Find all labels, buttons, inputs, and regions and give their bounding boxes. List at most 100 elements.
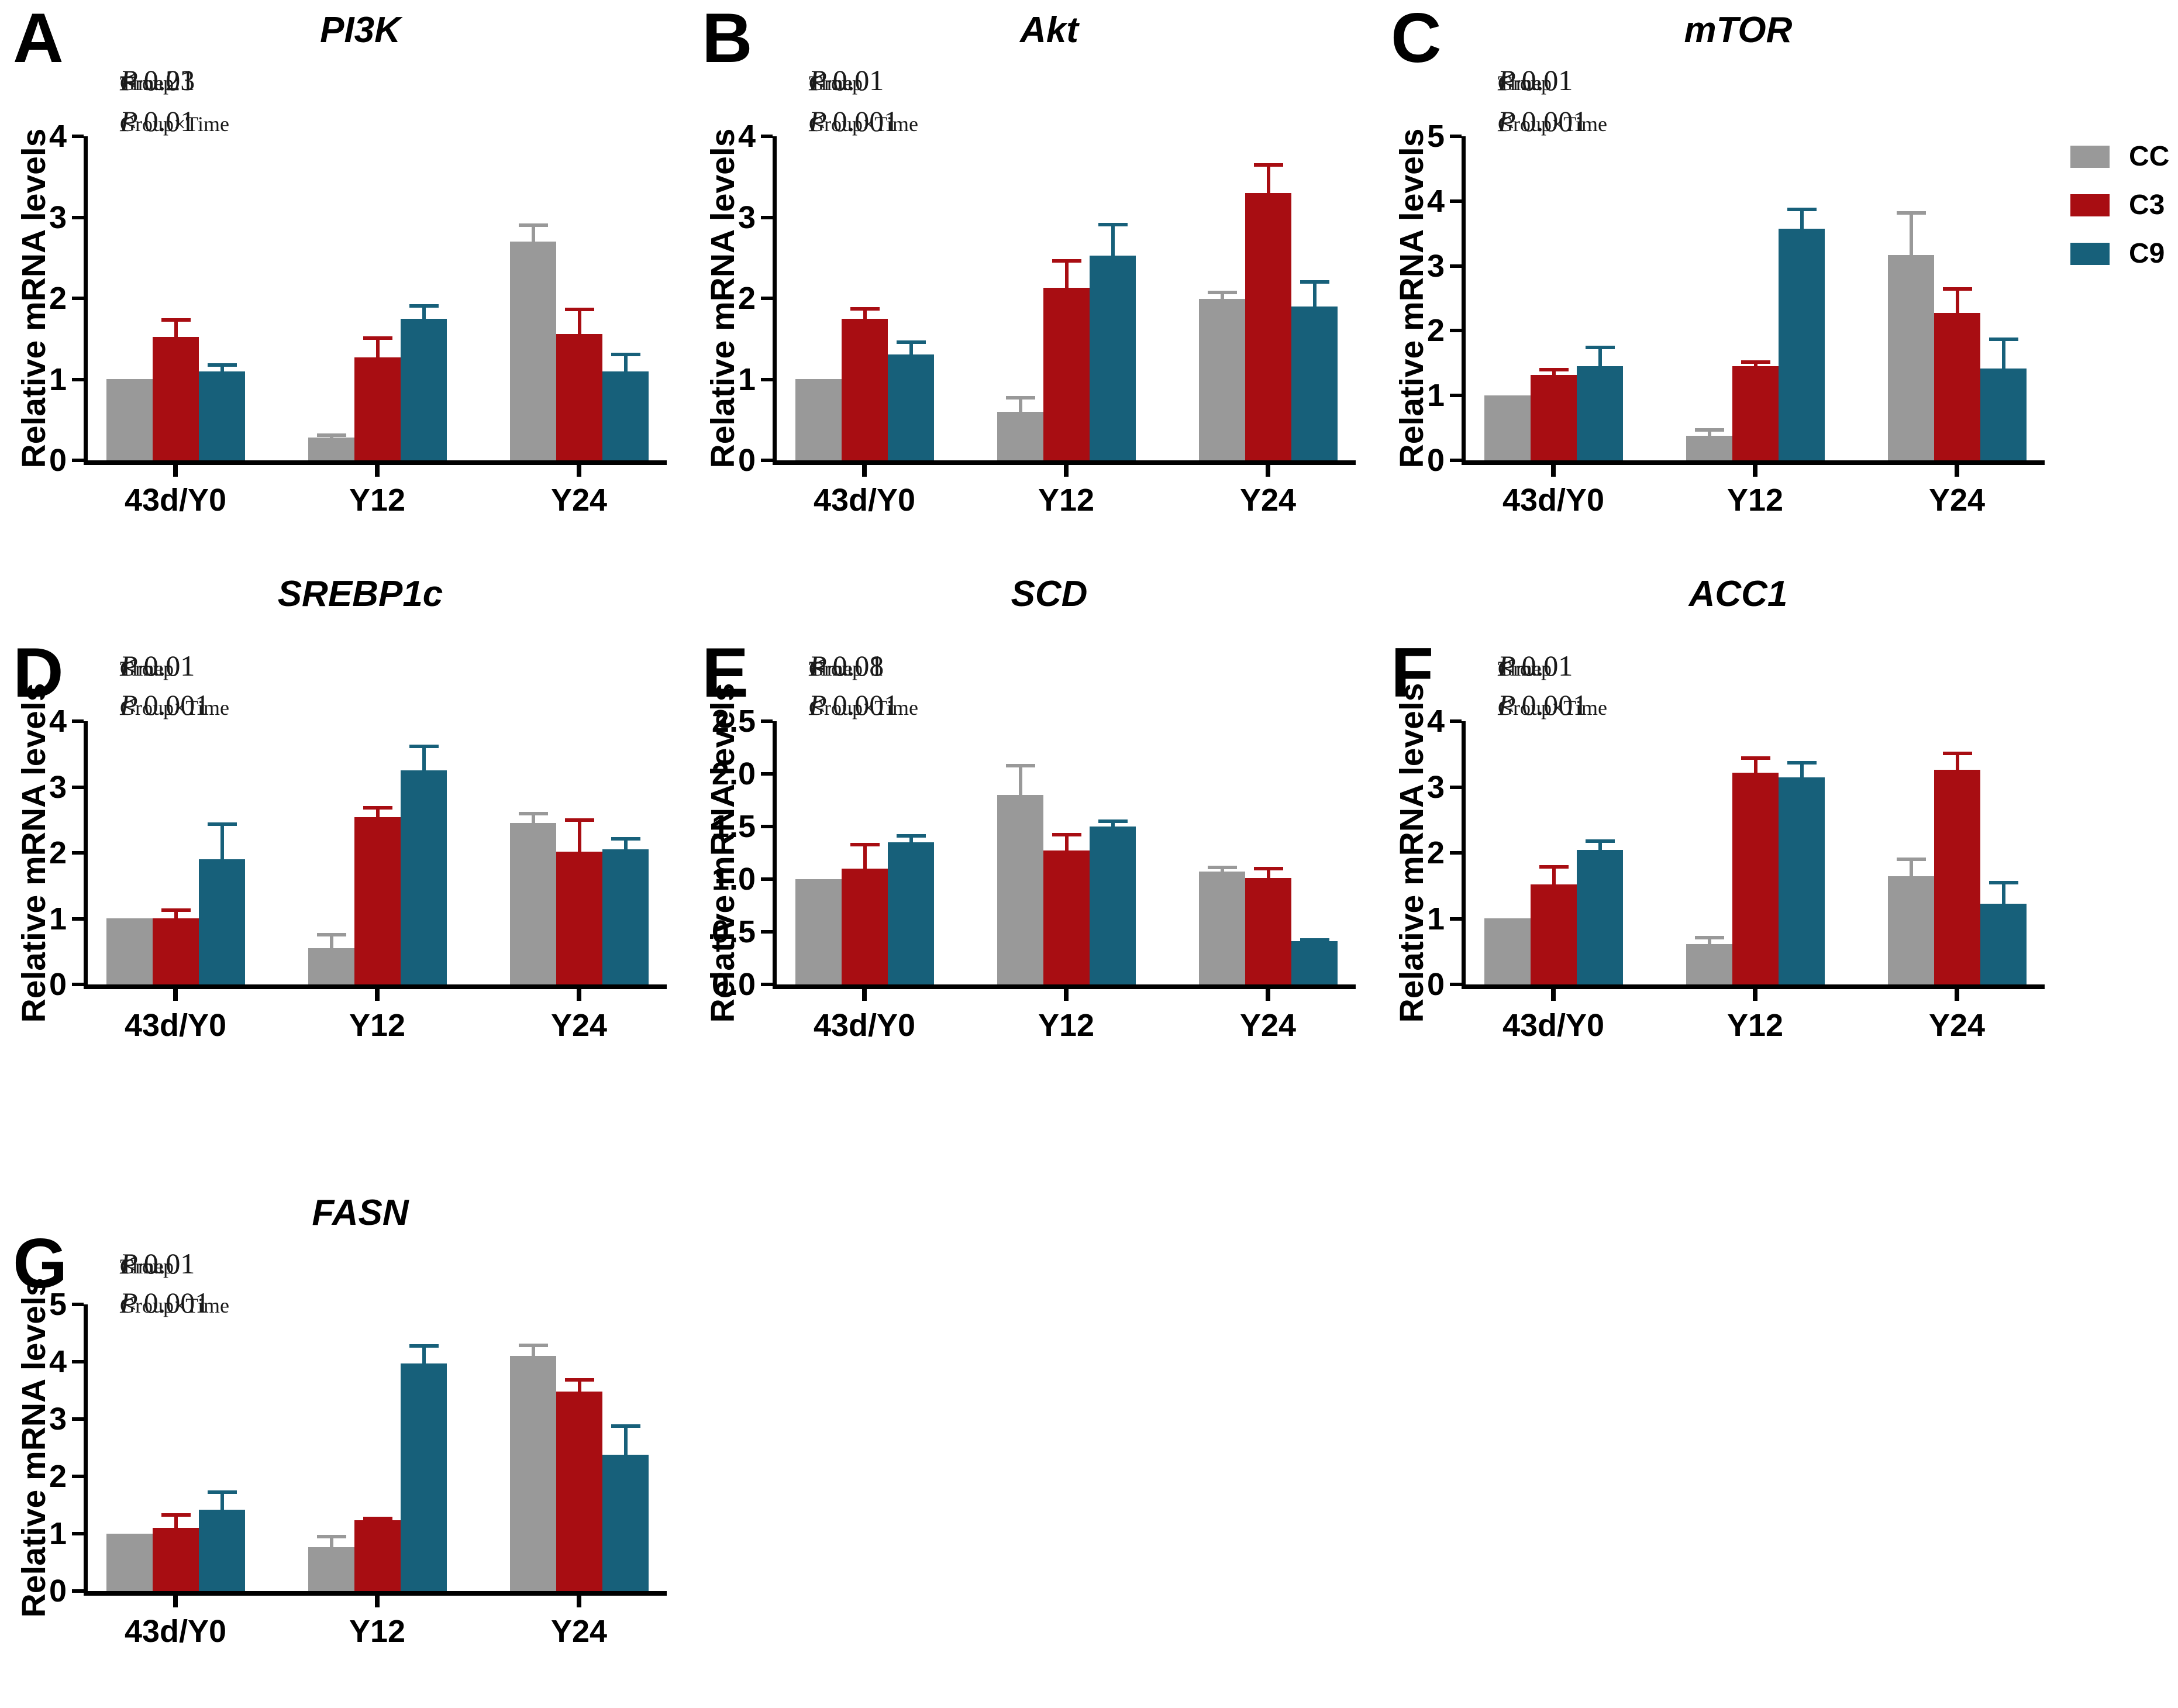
y-tick xyxy=(72,1532,84,1535)
y-tick xyxy=(72,1589,84,1593)
bar-CC-43d/Y0 xyxy=(106,1534,153,1591)
y-tick-label: 4 xyxy=(1426,704,1445,739)
bar-C9-43d/Y0 xyxy=(1577,366,1623,460)
y-axis-line xyxy=(84,1304,88,1596)
error-bar-stem-C9-Y24 xyxy=(2001,339,2005,369)
bar-C3-Y12 xyxy=(1732,366,1779,460)
p-comparison: < 0.01 xyxy=(809,64,884,97)
y-tick xyxy=(72,1303,84,1306)
y-tick xyxy=(761,983,773,986)
bar-CC-Y12 xyxy=(1686,944,1732,984)
x-axis-line xyxy=(773,984,1356,989)
y-tick xyxy=(761,216,773,219)
p-comparison: < 0.001 xyxy=(120,1286,210,1319)
panel-title: mTOR xyxy=(1684,10,1793,50)
x-category-label: 43d/Y0 xyxy=(1502,1008,1605,1043)
p-subscript: Group×Time xyxy=(1498,696,1607,719)
error-bar-cap-C9-43d/Y0 xyxy=(207,822,237,826)
y-tick xyxy=(72,851,84,855)
error-bar-cap-C3-43d/Y0 xyxy=(161,1513,191,1517)
error-bar-cap-C9-43d/Y0 xyxy=(207,1490,237,1494)
x-tick xyxy=(173,465,178,477)
y-tick xyxy=(1450,394,1462,397)
x-category-label: Y12 xyxy=(1726,1008,1784,1043)
p-subscript: Group xyxy=(120,657,174,680)
bar-C9-Y12 xyxy=(401,770,447,984)
bar-C9-43d/Y0 xyxy=(199,371,245,460)
x-tick xyxy=(577,1596,581,1607)
bar-C9-Y24 xyxy=(602,371,649,460)
y-tick-label: 3 xyxy=(1426,770,1445,805)
bar-CC-Y12 xyxy=(308,1547,354,1591)
p-subscript: Group×Time xyxy=(120,1294,229,1317)
bar-C3-Y24 xyxy=(556,1392,602,1591)
y-tick xyxy=(72,719,84,723)
y-tick xyxy=(761,135,773,138)
p-subscript: Group×Time xyxy=(120,696,229,719)
error-bar-stem-C9-Y24 xyxy=(623,1426,628,1455)
y-tick xyxy=(761,930,773,934)
x-category-label: Y24 xyxy=(550,1008,608,1043)
error-bar-stem-C3-Y24 xyxy=(1955,289,1959,313)
error-bar-cap-CC-Y12 xyxy=(316,1535,346,1538)
error-bar-cap-C3-Y12 xyxy=(363,1517,392,1520)
bar-CC-43d/Y0 xyxy=(1484,918,1531,984)
error-bar-cap-CC-Y24 xyxy=(1207,866,1237,869)
panel-title: FASN xyxy=(312,1193,409,1233)
y-axis-line xyxy=(773,721,777,989)
p-subscript: Group xyxy=(809,71,863,95)
bar-C3-Y12 xyxy=(354,357,401,460)
x-tick xyxy=(1266,465,1270,477)
y-tick xyxy=(72,1360,84,1363)
panel-letter-C: C xyxy=(1391,0,1442,77)
p-comparison: < 0.01 xyxy=(1498,64,1573,97)
error-bar-cap-CC-Y12 xyxy=(316,433,346,437)
p-comparison: < 0.001 xyxy=(1498,105,1588,137)
x-tick xyxy=(1955,465,1959,477)
error-bar-cap-CC-Y12 xyxy=(316,933,346,936)
y-tick xyxy=(72,983,84,986)
error-bar-cap-C9-43d/Y0 xyxy=(207,363,237,367)
y-tick xyxy=(1450,851,1462,855)
p-subscript: Time xyxy=(120,71,164,95)
bar-C3-Y12 xyxy=(1043,288,1090,460)
y-tick xyxy=(761,877,773,881)
x-tick xyxy=(1753,989,1757,1001)
error-bar-stem-CC-Y24 xyxy=(531,814,535,823)
panel-letter-G: G xyxy=(13,1224,68,1303)
p-subscript: Group xyxy=(1498,657,1552,680)
bar-CC-Y24 xyxy=(1199,872,1245,984)
p-comparison: < 0.001 xyxy=(120,688,210,721)
error-bar-cap-C3-Y24 xyxy=(1942,752,1972,755)
bar-C3-43d/Y0 xyxy=(842,869,888,984)
error-bar-stem-CC-Y24 xyxy=(1909,859,1913,876)
p-comparison: < 0.001 xyxy=(809,105,899,137)
bar-C9-43d/Y0 xyxy=(888,354,934,460)
bar-CC-Y24 xyxy=(1888,876,1934,984)
y-tick-label: 1.0 xyxy=(711,862,756,897)
y-tick-label: 3 xyxy=(49,200,67,235)
error-bar-stem-C9-Y12 xyxy=(1800,763,1804,777)
y-tick-label: 4 xyxy=(738,119,756,154)
error-bar-cap-C3-Y24 xyxy=(564,308,594,311)
bar-C9-Y12 xyxy=(1090,256,1136,460)
p-symbol: P xyxy=(1498,649,1516,682)
y-tick xyxy=(1450,786,1462,789)
y-axis-line xyxy=(1462,721,1466,989)
error-bar-stem-CC-Y12 xyxy=(1018,398,1022,412)
p-symbol: P xyxy=(120,1286,138,1319)
bar-C3-Y24 xyxy=(1245,878,1291,984)
p-comparison: < 0.001 xyxy=(1498,688,1588,721)
error-bar-stem-C3-Y12 xyxy=(1064,261,1069,288)
bar-C3-Y24 xyxy=(1245,193,1291,460)
panel-title: ACC1 xyxy=(1688,574,1788,614)
x-category-label: Y12 xyxy=(1726,483,1784,518)
error-bar-stem-C3-Y12 xyxy=(375,338,380,357)
bar-C3-43d/Y0 xyxy=(1531,375,1577,460)
y-tick-label: 0.5 xyxy=(711,914,756,949)
p-comparison: < 0.01 xyxy=(120,1247,195,1280)
legend-label-c9: C9 xyxy=(2129,238,2165,269)
y-tick-label: 0 xyxy=(49,967,67,1002)
x-category-label: Y24 xyxy=(550,483,608,518)
x-tick xyxy=(1753,465,1757,477)
